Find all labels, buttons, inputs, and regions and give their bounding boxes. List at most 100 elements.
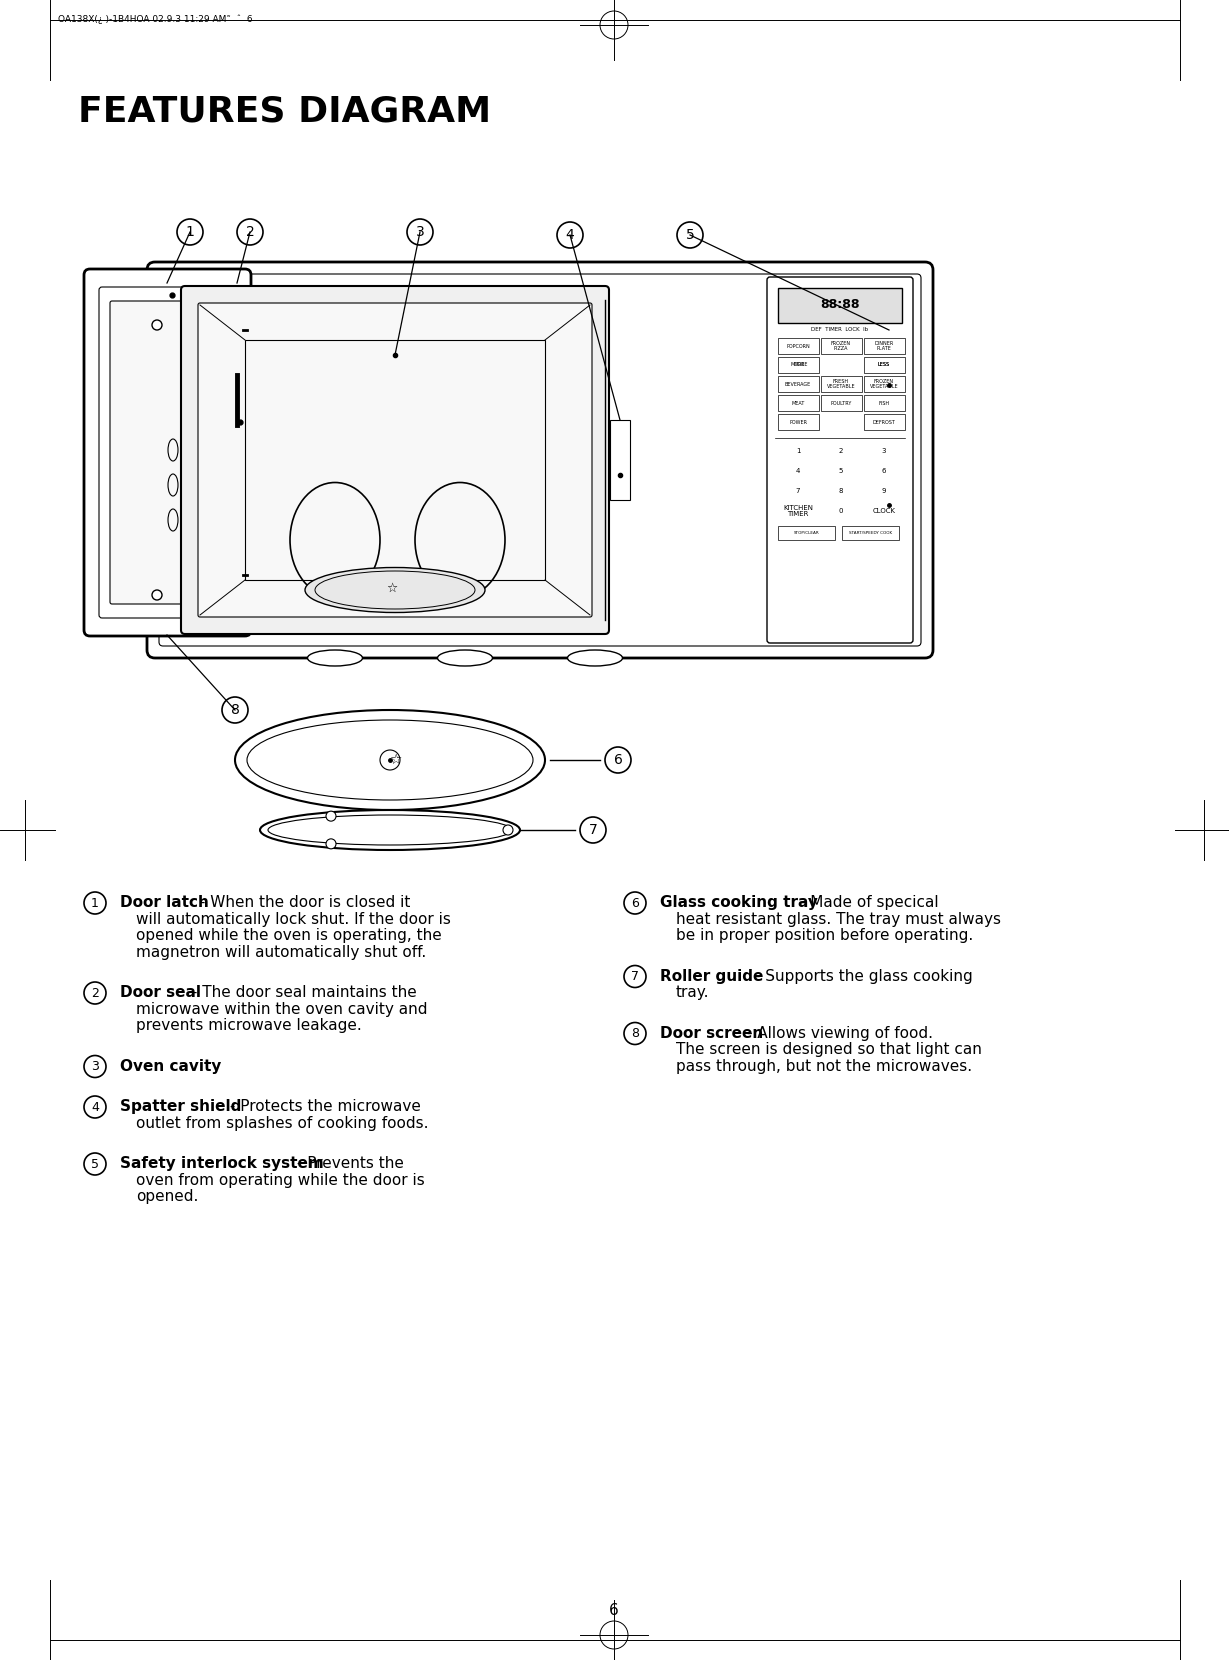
Text: Safety interlock system: Safety interlock system (120, 1155, 323, 1170)
Text: Oven cavity: Oven cavity (120, 1059, 221, 1074)
Text: - When the door is closed it: - When the door is closed it (195, 895, 410, 910)
Bar (864, 395, 905, 412)
Text: 7: 7 (795, 488, 800, 495)
Text: opened.: opened. (136, 1189, 198, 1204)
Bar (880, 470, 898, 505)
Text: BEVERAGE: BEVERAGE (785, 382, 811, 387)
Text: opened while the oven is operating, the: opened while the oven is operating, the (136, 928, 441, 943)
Text: 5: 5 (91, 1157, 100, 1170)
Text: microwave within the oven cavity and: microwave within the oven cavity and (136, 1001, 428, 1016)
Text: FROZEN
PIZZA: FROZEN PIZZA (831, 342, 850, 350)
Text: 8: 8 (231, 702, 240, 717)
Text: POWER: POWER (789, 420, 807, 425)
Text: 8: 8 (838, 488, 843, 495)
Text: 3: 3 (415, 226, 424, 239)
Text: 7: 7 (630, 969, 639, 983)
Text: 6: 6 (613, 754, 622, 767)
Text: 1: 1 (186, 226, 194, 239)
Text: POULTRY: POULTRY (831, 400, 852, 405)
Text: 6: 6 (630, 896, 639, 910)
Text: STOP/CLEAR: STOP/CLEAR (794, 531, 820, 535)
Text: 1: 1 (91, 896, 100, 910)
Text: tray.: tray. (676, 984, 709, 999)
Text: 4: 4 (565, 227, 574, 242)
Text: MORE: MORE (790, 362, 805, 367)
Bar (778, 339, 819, 354)
Text: prevents microwave leakage.: prevents microwave leakage. (136, 1018, 361, 1033)
Text: START/SPEEDY COOK: START/SPEEDY COOK (849, 531, 892, 535)
Text: FEATURES DIAGRAM: FEATURES DIAGRAM (77, 95, 492, 129)
Text: 6: 6 (610, 1602, 619, 1617)
Text: - Allows viewing of food.: - Allows viewing of food. (742, 1026, 933, 1041)
Text: be in proper position before operating.: be in proper position before operating. (676, 928, 973, 943)
Text: OA138X(¿ )-1B4HOA 02.9.3 11:29 AM˜  ˆ  6: OA138X(¿ )-1B4HOA 02.9.3 11:29 AM˜ ˆ 6 (58, 13, 253, 23)
Bar (778, 287, 902, 324)
Text: DINNER
PLATE: DINNER PLATE (874, 342, 893, 350)
Text: 5: 5 (839, 468, 843, 475)
Text: Roller guide: Roller guide (660, 968, 763, 983)
Text: - Made of specical: - Made of specical (795, 895, 938, 910)
Text: 6: 6 (881, 468, 886, 475)
Ellipse shape (307, 651, 363, 666)
Text: magnetron will automatically shut off.: magnetron will automatically shut off. (136, 945, 426, 959)
Bar (778, 413, 819, 430)
Bar (610, 420, 630, 500)
Ellipse shape (235, 710, 544, 810)
Text: Door screen: Door screen (660, 1026, 763, 1041)
Text: 1: 1 (795, 448, 800, 453)
Bar (864, 357, 905, 374)
Text: - Protects the microwave: - Protects the microwave (225, 1099, 420, 1114)
FancyBboxPatch shape (181, 286, 610, 634)
Text: 7: 7 (589, 823, 597, 837)
Text: 9: 9 (881, 488, 886, 495)
Text: POPCORN: POPCORN (787, 344, 810, 349)
Text: Glass cooking tray: Glass cooking tray (660, 895, 817, 910)
Bar (864, 339, 905, 354)
Text: FRESH
VEGETABLE: FRESH VEGETABLE (827, 378, 855, 388)
Text: 3: 3 (91, 1061, 100, 1072)
Bar (842, 526, 898, 540)
Ellipse shape (261, 810, 520, 850)
FancyBboxPatch shape (767, 277, 913, 642)
Circle shape (326, 812, 336, 822)
Text: FROZEN
VEGETABLE: FROZEN VEGETABLE (870, 378, 898, 388)
Text: The screen is designed so that light can: The screen is designed so that light can (676, 1042, 982, 1057)
Text: DEFROST: DEFROST (873, 420, 896, 425)
Text: will automatically lock shut. If the door is: will automatically lock shut. If the doo… (136, 911, 451, 926)
Bar (821, 395, 862, 412)
Text: heat resistant glass. The tray must always: heat resistant glass. The tray must alwa… (676, 911, 1000, 926)
FancyBboxPatch shape (198, 304, 592, 618)
Bar (864, 377, 905, 392)
FancyBboxPatch shape (111, 300, 225, 604)
Bar (880, 350, 898, 385)
Text: 4: 4 (91, 1101, 100, 1114)
Text: pass through, but not the microwaves.: pass through, but not the microwaves. (676, 1059, 972, 1074)
Text: 2: 2 (246, 226, 254, 239)
Text: - Prevents the: - Prevents the (293, 1155, 404, 1170)
Text: Spatter shield: Spatter shield (120, 1099, 241, 1114)
Bar (778, 357, 819, 374)
Text: LESS: LESS (878, 362, 890, 367)
Ellipse shape (568, 651, 623, 666)
Text: 88:88: 88:88 (820, 299, 860, 312)
Circle shape (326, 838, 336, 848)
Text: MORE: MORE (794, 362, 809, 367)
Ellipse shape (438, 651, 493, 666)
FancyBboxPatch shape (147, 262, 933, 657)
Text: 5: 5 (686, 227, 694, 242)
Bar (245, 340, 544, 579)
Text: 3: 3 (881, 448, 886, 453)
Text: MEAT: MEAT (791, 400, 805, 405)
Circle shape (152, 589, 162, 599)
Text: 8: 8 (630, 1028, 639, 1041)
Text: Door latch: Door latch (120, 895, 209, 910)
Bar (778, 377, 819, 392)
Text: KITCHEN
TIMER: KITCHEN TIMER (783, 505, 814, 516)
Bar (778, 526, 836, 540)
Text: Door seal: Door seal (120, 984, 202, 999)
Text: 0: 0 (838, 508, 843, 515)
Circle shape (152, 320, 162, 330)
Circle shape (380, 750, 399, 770)
Text: 2: 2 (91, 986, 100, 999)
Text: DEF  TIMER  LOCK  lb: DEF TIMER LOCK lb (811, 327, 869, 332)
